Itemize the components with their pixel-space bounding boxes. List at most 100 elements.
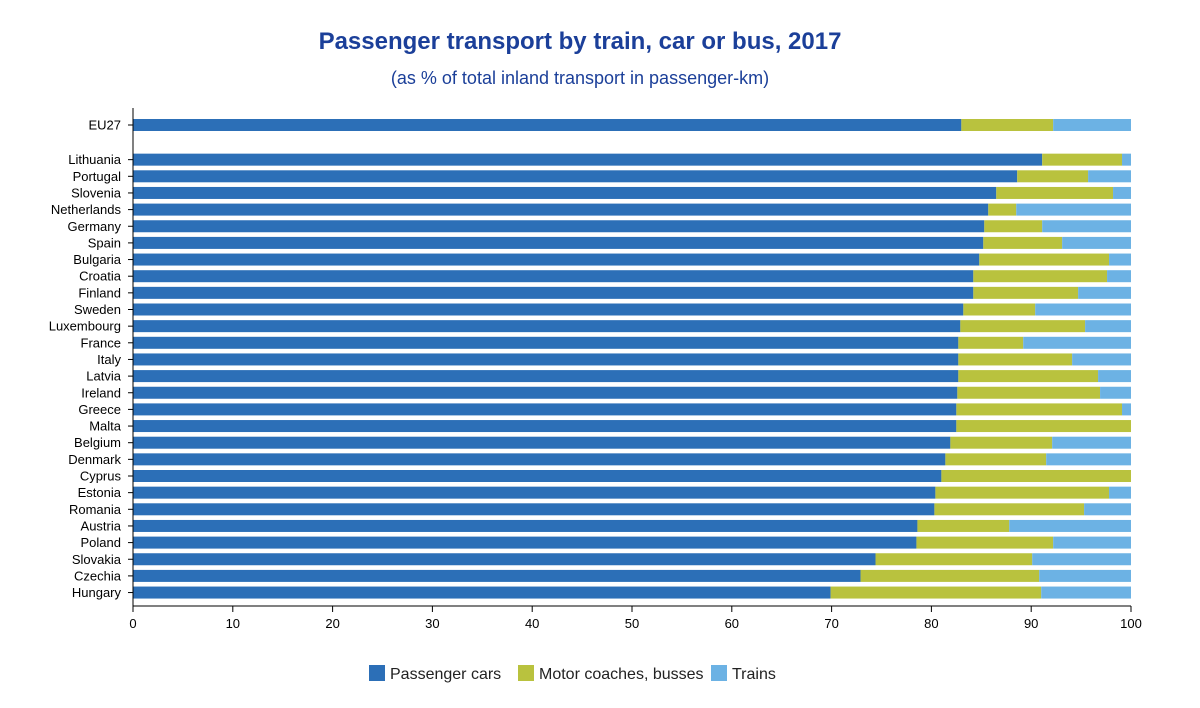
bar-motor-coaches-busses-belgium <box>950 436 1053 449</box>
legend-label-passenger-cars: Passenger cars <box>390 666 501 683</box>
bar-motor-coaches-busses-poland <box>916 536 1054 549</box>
y-tick-label-estonia: Estonia <box>78 485 122 500</box>
legend-label-motor-coaches-busses: Motor coaches, busses <box>539 666 704 683</box>
bar-motor-coaches-busses-slovakia <box>875 553 1033 566</box>
bar-passenger-cars-eu27 <box>133 119 962 131</box>
y-tick-label-greece: Greece <box>78 402 121 417</box>
bar-passenger-cars-germany <box>133 220 985 233</box>
bar-motor-coaches-busses-malta <box>956 420 1131 433</box>
y-tick-label-poland: Poland <box>81 535 121 550</box>
y-tick-label-sweden: Sweden <box>74 302 121 317</box>
legend-swatch-trains <box>711 665 727 681</box>
bar-motor-coaches-busses-latvia <box>958 370 1099 383</box>
bar-trains-luxembourg <box>1085 320 1131 333</box>
x-tick-label-10: 10 <box>226 616 240 631</box>
bar-trains-sweden <box>1035 303 1131 316</box>
bar-motor-coaches-busses-denmark <box>945 453 1047 466</box>
bar-trains-slovakia <box>1032 553 1131 566</box>
bar-trains-spain <box>1062 236 1131 249</box>
chart-title: Passenger transport by train, car or bus… <box>318 28 842 55</box>
y-tick-label-belgium: Belgium <box>74 435 121 450</box>
y-tick-label-croatia: Croatia <box>79 269 122 284</box>
bar-trains-bulgaria <box>1109 253 1131 266</box>
bar-trains-croatia <box>1107 270 1131 283</box>
legend-swatch-passenger-cars <box>369 665 385 681</box>
bar-motor-coaches-busses-lithuania <box>1042 153 1123 166</box>
bar-trains-estonia <box>1109 486 1131 499</box>
bar-motor-coaches-busses-austria <box>917 519 1010 532</box>
x-tick-label-80: 80 <box>924 616 938 631</box>
y-tick-label-slovenia: Slovenia <box>71 185 122 200</box>
legend-label-trains: Trains <box>732 666 776 683</box>
bar-motor-coaches-busses-luxembourg <box>960 320 1086 333</box>
bar-motor-coaches-busses-slovenia <box>996 186 1114 199</box>
y-tick-label-denmark: Denmark <box>68 452 121 467</box>
x-tick-label-70: 70 <box>824 616 838 631</box>
bar-motor-coaches-busses-germany <box>984 220 1043 233</box>
x-tick-label-0: 0 <box>129 616 136 631</box>
bar-trains-finland <box>1078 286 1131 299</box>
bar-passenger-cars-lithuania <box>133 153 1043 166</box>
bar-passenger-cars-slovenia <box>133 186 997 199</box>
bar-trains-eu27 <box>1053 119 1131 131</box>
y-tick-label-austria: Austria <box>81 518 122 533</box>
bar-trains-portugal <box>1088 170 1131 183</box>
bar-motor-coaches-busses-greece <box>956 403 1123 416</box>
bar-passenger-cars-romania <box>133 503 935 516</box>
bar-trains-france <box>1023 336 1131 349</box>
bar-motor-coaches-busses-ireland <box>957 386 1101 399</box>
y-tick-label-slovakia: Slovakia <box>72 552 122 567</box>
bar-trains-greece <box>1122 403 1131 416</box>
bar-motor-coaches-busses-czechia <box>860 569 1040 582</box>
bar-passenger-cars-croatia <box>133 270 974 283</box>
bar-passenger-cars-spain <box>133 236 984 249</box>
y-tick-label-spain: Spain <box>88 235 121 250</box>
bar-passenger-cars-greece <box>133 403 957 416</box>
x-tick-label-60: 60 <box>725 616 739 631</box>
y-tick-label-czechia: Czechia <box>74 568 122 583</box>
bar-passenger-cars-bulgaria <box>133 253 980 266</box>
bar-trains-italy <box>1072 353 1131 366</box>
y-tick-label-bulgaria: Bulgaria <box>73 252 121 267</box>
bar-passenger-cars-belgium <box>133 436 951 449</box>
bar-motor-coaches-busses-portugal <box>1017 170 1089 183</box>
x-tick-label-100: 100 <box>1120 616 1142 631</box>
bar-passenger-cars-finland <box>133 286 974 299</box>
y-tick-label-portugal: Portugal <box>73 169 122 184</box>
y-tick-label-france: France <box>81 335 121 350</box>
x-tick-label-30: 30 <box>425 616 439 631</box>
y-tick-label-latvia: Latvia <box>86 369 121 384</box>
x-tick-label-50: 50 <box>625 616 639 631</box>
bar-motor-coaches-busses-eu27 <box>961 119 1054 131</box>
bar-passenger-cars-ireland <box>133 386 958 399</box>
bar-motor-coaches-busses-estonia <box>935 486 1110 499</box>
bar-trains-belgium <box>1052 436 1131 449</box>
y-tick-label-germany: Germany <box>68 219 122 234</box>
bar-passenger-cars-luxembourg <box>133 320 961 333</box>
y-tick-label-malta: Malta <box>89 419 122 434</box>
bar-trains-ireland <box>1100 386 1131 399</box>
bar-trains-germany <box>1042 220 1131 233</box>
bar-passenger-cars-hungary <box>133 586 831 599</box>
bar-trains-latvia <box>1098 370 1131 383</box>
bar-passenger-cars-sweden <box>133 303 964 316</box>
y-tick-label-finland: Finland <box>78 285 121 300</box>
bar-passenger-cars-slovakia <box>133 553 876 566</box>
bar-motor-coaches-busses-finland <box>973 286 1079 299</box>
bar-motor-coaches-busses-netherlands <box>988 203 1017 216</box>
bar-passenger-cars-italy <box>133 353 959 366</box>
bar-passenger-cars-latvia <box>133 370 959 383</box>
bar-trains-lithuania <box>1122 153 1131 166</box>
bar-trains-hungary <box>1041 586 1131 599</box>
bar-passenger-cars-czechia <box>133 569 861 582</box>
bar-motor-coaches-busses-france <box>958 336 1024 349</box>
y-tick-label-eu27: EU27 <box>88 118 121 133</box>
bar-motor-coaches-busses-croatia <box>973 270 1108 283</box>
y-tick-label-ireland: Ireland <box>81 385 121 400</box>
bar-motor-coaches-busses-sweden <box>963 303 1036 316</box>
bar-passenger-cars-poland <box>133 536 917 549</box>
bar-passenger-cars-portugal <box>133 170 1018 183</box>
bar-motor-coaches-busses-italy <box>958 353 1073 366</box>
